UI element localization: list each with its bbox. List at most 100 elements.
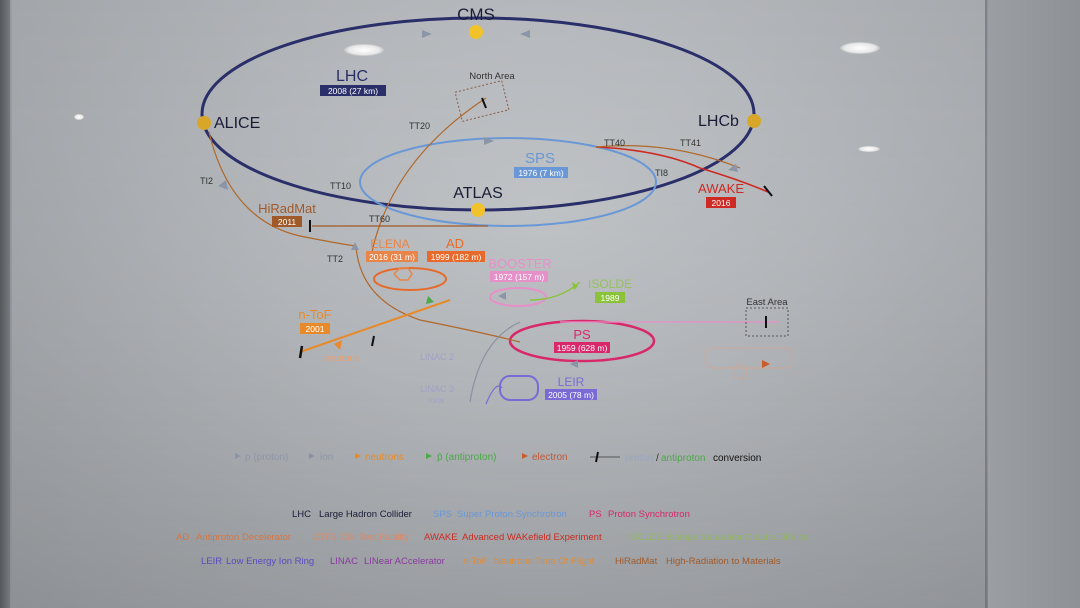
target-marker <box>298 345 304 359</box>
tt2-label: TT2 <box>327 254 343 264</box>
booster-label: BOOSTER <box>488 256 552 271</box>
glossary-abbr: LHC <box>292 509 311 520</box>
ad-label: AD <box>446 236 464 251</box>
isolde-year: 1989 <box>601 293 620 303</box>
ps-year: 1959 (628 m) <box>557 343 608 353</box>
tt41-label: TT41 <box>680 138 701 148</box>
elena-label: ELENA <box>370 237 409 251</box>
proton-arrow <box>570 360 578 368</box>
legend-antiproton: p̄ (antiproton) <box>437 452 496 463</box>
hiradmat-year: 2011 <box>278 217 297 227</box>
legend-antiproton-arrow <box>426 453 432 459</box>
ti2-line <box>208 131 357 247</box>
legend-ion: ion <box>320 452 333 463</box>
sps-ring <box>359 137 657 227</box>
glossary-text: High-Radiation to Materials <box>666 556 781 567</box>
legend-electron-arrow <box>522 453 528 459</box>
legend-proton: p (proton) <box>245 452 288 463</box>
sps-label: SPS <box>525 150 555 167</box>
proton-arrow <box>422 30 432 38</box>
isolde-year-badge <box>595 292 625 303</box>
east-area-box <box>745 307 789 337</box>
target-marker <box>481 97 487 109</box>
booster-year: 1972 (157 m) <box>494 272 545 282</box>
awake-label: AWAKE <box>698 181 744 196</box>
cms-label: CMS <box>457 5 495 24</box>
alice-label: ALICE <box>214 115 260 132</box>
isolde-arrow <box>572 282 578 290</box>
electron-arrow <box>762 360 770 368</box>
neutron-arrow <box>334 340 342 350</box>
legend-ion-arrow <box>309 453 315 459</box>
legend-neutrons: neutrons <box>365 452 404 463</box>
tt40-line <box>595 146 769 193</box>
glossary-abbr: SPS <box>433 509 452 520</box>
glossary-text: Proton Synchrotron <box>608 509 690 520</box>
ceiling-light-reflection <box>858 146 880 152</box>
atlas-label: ATLAS <box>453 185 503 202</box>
east-area-label: East Area <box>746 297 788 308</box>
ntof-year-badge <box>300 323 330 334</box>
glossary-text: Clic Test Facility <box>341 532 409 543</box>
tt40-label: TT40 <box>604 138 625 148</box>
ad-year-badge <box>427 251 485 262</box>
ad-year: 1999 (182 m) <box>431 252 482 262</box>
tt20-line <box>371 97 487 253</box>
glossary-abbr: HiRadMat <box>615 556 658 567</box>
proton-arrow <box>218 180 228 190</box>
glossary-text: Antiproton Decelerator <box>196 532 291 543</box>
glossary-abbr: ISOLDE <box>628 532 663 543</box>
elena-year: 2016 (31 m) <box>369 252 415 262</box>
legend-conversion-mark <box>595 451 599 463</box>
ps-ring <box>508 319 656 363</box>
isolde-line <box>529 281 581 301</box>
leir-label: LEIR <box>558 375 585 389</box>
neutrons-label: neutrons <box>324 353 360 363</box>
legend-conversion-antiproton: antiproton <box>661 453 705 464</box>
awake-year-badge <box>706 197 736 208</box>
legend-conversion-proton: proton <box>625 453 653 464</box>
proton-arrow <box>484 137 494 145</box>
lhc-ring <box>200 16 756 212</box>
atlas-marker <box>471 203 485 217</box>
panel-frame <box>0 0 12 608</box>
glossary-text: LINear ACcelerator <box>364 556 445 567</box>
glossary-text: Neutrons Time Of Flight <box>494 556 595 567</box>
ti8-label: TI8 <box>655 168 668 178</box>
tt60-label: TT60 <box>369 214 390 224</box>
awake-year: 2016 <box>712 198 731 208</box>
tt2-line <box>355 245 521 343</box>
ntof-label: n-ToF <box>298 307 331 322</box>
linac3-label: LINAC 3 <box>420 384 454 394</box>
hiradmat-label: HiRadMat <box>258 201 316 216</box>
target-marker <box>371 335 375 347</box>
lhcb-marker <box>747 114 761 128</box>
glossary-text: Large Hadron Collider <box>319 509 412 520</box>
proton-arrow <box>520 30 530 38</box>
ad-ring <box>373 267 447 291</box>
linac3-line <box>485 385 503 405</box>
north-area-label: North Area <box>469 71 515 82</box>
ceiling-light-reflection <box>344 44 384 56</box>
glossary-text: Low Energy Ion Ring <box>226 556 314 567</box>
glossary-abbr: CTF3 <box>313 532 337 543</box>
ceiling-light-reflection <box>74 114 84 120</box>
legend-conversion-separator: / <box>656 453 659 464</box>
ps-label: PS <box>573 327 591 342</box>
glossary-abbr: AD <box>176 532 189 543</box>
hiradmat-year-badge <box>272 216 302 227</box>
ions-label: Ions <box>428 395 444 405</box>
proton-arrow <box>351 242 359 250</box>
sps-year-badge <box>514 167 568 178</box>
linac2-line <box>469 321 521 403</box>
target-marker <box>763 185 773 197</box>
glossary-text: Advanced WAKefield Experiment <box>462 532 602 543</box>
wall-right <box>988 0 1080 608</box>
ctf3-structure <box>705 347 793 369</box>
elena-ring <box>392 267 413 281</box>
glossary-abbr: n-ToF <box>463 556 487 567</box>
proton-arrow <box>728 164 738 172</box>
